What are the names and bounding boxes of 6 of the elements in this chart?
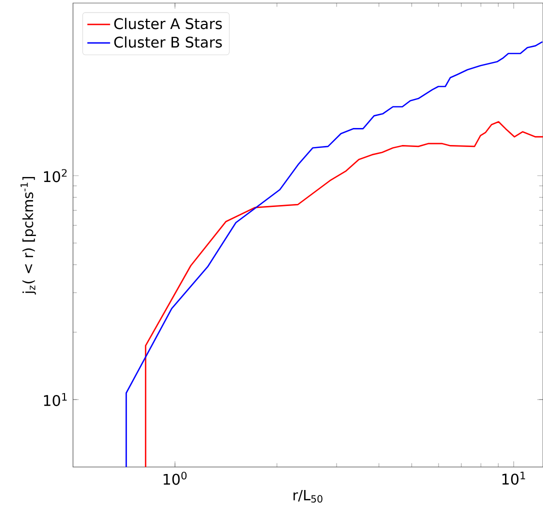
legend-label: Cluster B Stars <box>114 36 222 48</box>
legend-label: Cluster A Stars <box>114 18 222 30</box>
y-tick-label: 10$^{2}$ <box>44 169 67 182</box>
x-tick-label: 10$^{0}$ <box>164 472 187 485</box>
x-axis-title: r/L$_{50}$ <box>294 490 322 503</box>
y-axis-title: j$_{z}$( < r) [pckms$^{-1}$] <box>20 176 36 294</box>
